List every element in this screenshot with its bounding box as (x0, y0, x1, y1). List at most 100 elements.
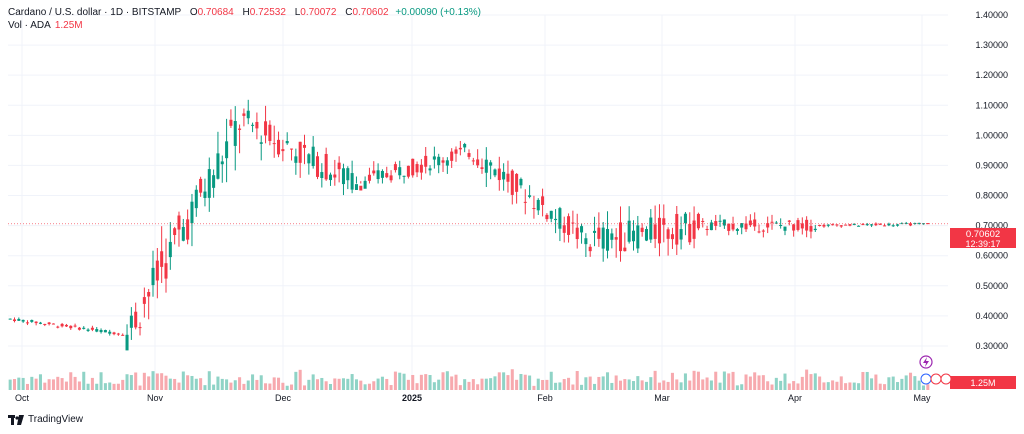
candle-body (835, 224, 839, 226)
candle-body (285, 141, 289, 144)
volume-bar (402, 373, 406, 390)
volume-bar (878, 383, 882, 390)
volume-bar (861, 371, 865, 390)
candle-body (177, 215, 181, 230)
volume-bar (389, 385, 393, 390)
time-tick-label: Nov (147, 393, 164, 403)
candle-body (86, 329, 90, 331)
volume-bar (233, 380, 237, 390)
event-icons[interactable] (919, 355, 952, 385)
candle-body (567, 216, 571, 235)
candle-body (679, 229, 683, 240)
candle-body (411, 158, 415, 176)
candle-body (220, 161, 224, 165)
candle-body (77, 327, 81, 330)
volume-bar (705, 377, 709, 390)
volume-bar (822, 382, 826, 390)
candle-body (683, 213, 687, 224)
candle-body (398, 167, 402, 176)
candle-body (476, 159, 480, 166)
volume-bar (618, 380, 623, 390)
symbol-title[interactable]: Cardano / U.S. dollar · 1D · BITSTAMP (8, 7, 182, 18)
candle-body (311, 146, 315, 167)
tradingview-logo-icon (8, 414, 24, 425)
candle-body (610, 233, 614, 240)
candle-body (636, 225, 640, 249)
candle-body (99, 329, 103, 333)
volume-bar (8, 379, 12, 390)
volume-bar (753, 372, 757, 390)
candle-body (458, 147, 462, 150)
candle-body (190, 201, 194, 224)
volume-bar (372, 381, 376, 390)
volume-bar (874, 374, 878, 390)
volume-bar (909, 372, 913, 390)
last-price-badge: 0.70602 12:39:17 (950, 228, 1016, 249)
volume-legend[interactable]: Vol · ADA 1.25M (8, 20, 83, 31)
volume-bar (523, 374, 527, 390)
candle-body (389, 175, 393, 181)
volume-bar (380, 376, 384, 390)
volume-bar (701, 379, 705, 390)
volume-bar (315, 379, 320, 390)
candle-body (701, 220, 705, 222)
volume-bar (99, 372, 103, 390)
candle-body (644, 228, 648, 241)
candle-body (532, 208, 536, 210)
candle-body (870, 224, 874, 226)
price-axis[interactable]: 1.40000 1.30000 1.20000 1.10000 1.00000 0.900… (975, 10, 1008, 351)
candle-body (242, 113, 246, 116)
high-label: H (242, 7, 250, 18)
volume-bar (549, 371, 553, 390)
candle-body (12, 319, 17, 322)
volume-bar (796, 383, 800, 390)
volume-bar (337, 378, 341, 390)
candle-body (848, 224, 852, 226)
volume-bar (255, 379, 259, 390)
candle-body (112, 332, 116, 335)
open-label: O (189, 7, 198, 18)
close-label: C (345, 7, 353, 18)
candle-body (298, 141, 302, 163)
candle-body (108, 331, 112, 334)
tradingview-brand[interactable]: TradingView (8, 414, 83, 425)
candle-body (909, 223, 913, 226)
candle-body (891, 225, 895, 227)
candle-body (558, 208, 562, 229)
volume-bar (467, 381, 471, 390)
price-tick-label: 0.50000 (975, 281, 1008, 291)
volume-bar (294, 371, 298, 390)
volume-bar (398, 372, 402, 390)
candle-body (8, 318, 12, 320)
volume-bar (164, 375, 168, 390)
candle-body (528, 195, 532, 197)
volume-bar (545, 379, 549, 390)
volume-bar (748, 376, 752, 390)
volume-bar (34, 378, 38, 390)
volume-bar (515, 379, 519, 390)
volume-badge: 1.25M (950, 376, 1016, 389)
close-value: 0.70602 (352, 7, 389, 18)
candle-body (290, 148, 294, 150)
candle-body (753, 219, 757, 227)
volume-bar (64, 381, 68, 390)
candle-body (225, 141, 229, 159)
candle-body (831, 224, 835, 226)
candle-body (606, 228, 610, 251)
volume-bar (917, 380, 921, 390)
volume-bar (25, 383, 29, 390)
time-axis[interactable]: Oct Nov Dec 2025 Feb Mar Apr May (15, 393, 931, 403)
candle-body (173, 228, 177, 236)
volume-bar (506, 375, 510, 390)
volume-bar (359, 380, 363, 390)
volume-bar (43, 382, 47, 390)
candle-body (147, 292, 151, 297)
volume-bar (129, 375, 133, 390)
volume-bar (484, 378, 488, 390)
volume-bar (86, 383, 90, 390)
volume-bar (497, 372, 501, 390)
candle-body (670, 234, 674, 240)
volume-bar (17, 377, 21, 390)
volume-bar (471, 379, 475, 390)
